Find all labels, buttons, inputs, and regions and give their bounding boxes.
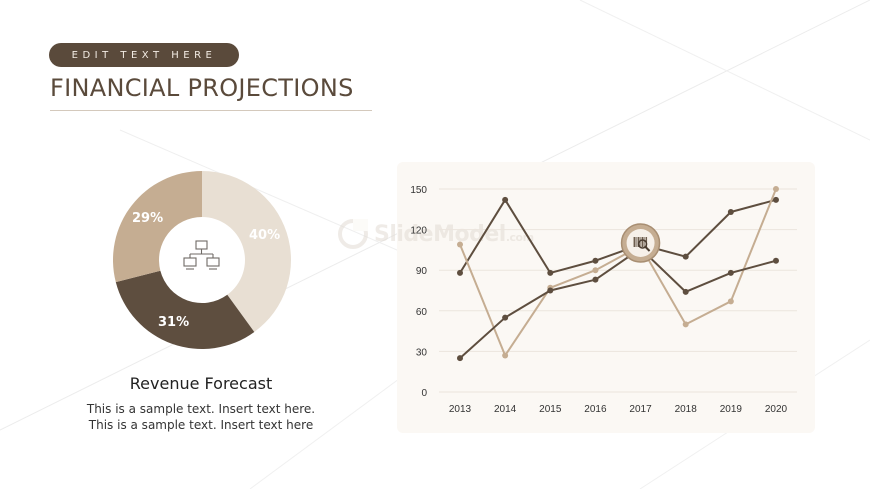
title-divider <box>50 110 372 111</box>
x-tick-label: 2018 <box>675 404 698 415</box>
x-tick-label: 2019 <box>720 404 743 415</box>
x-tick-label: 2020 <box>765 404 788 415</box>
series-line-2 <box>459 188 777 357</box>
series-2-point <box>772 186 779 192</box>
donut-label-31: 31% <box>158 315 190 330</box>
donut-label-29: 29% <box>132 211 164 226</box>
donut-label-40: 40% <box>249 228 281 243</box>
series-1-point <box>772 196 779 203</box>
series-2-point <box>502 352 509 359</box>
caption-line-1: This is a sample text. Insert text here. <box>86 402 316 416</box>
donut-svg <box>113 171 291 349</box>
series-1-point <box>682 253 689 260</box>
x-tick-label: 2013 <box>449 404 472 415</box>
series-3-point <box>457 355 463 362</box>
x-tick-label: 2016 <box>584 404 607 415</box>
series-3-point <box>502 314 509 321</box>
series-3-point <box>727 269 734 276</box>
network-hierarchy-icon <box>183 240 220 270</box>
series-line-3 <box>459 247 777 359</box>
page-title: FINANCIAL PROJECTIONS <box>50 74 354 102</box>
series-2-point <box>592 267 599 274</box>
line-chart: 0 30 60 90 120 150 2013 2014 2015 2016 2017 2018 201… <box>410 185 797 415</box>
series-1-point <box>547 269 554 276</box>
series-2-point <box>682 321 689 328</box>
y-tick-label: 0 <box>421 388 427 399</box>
y-tick-label: 150 <box>410 185 427 196</box>
series-1-point <box>457 269 463 276</box>
series-line-1 <box>459 198 777 274</box>
donut-segment-40 <box>202 171 291 333</box>
donut-segment-29 <box>113 171 202 283</box>
edit-text-tag[interactable]: EDIT TEXT HERE <box>49 43 239 67</box>
barcode-search-icon <box>620 223 661 263</box>
x-tick-label: 2015 <box>539 404 562 415</box>
series-3-point <box>547 287 554 294</box>
series-3-point <box>682 288 689 295</box>
y-tick-label: 90 <box>416 266 428 277</box>
y-tick-label: 60 <box>416 307 428 318</box>
donut-chart: 40% 31% 29% <box>110 168 294 352</box>
series-1-point <box>592 257 599 264</box>
series-3-point <box>772 257 779 264</box>
series-1-point <box>502 196 509 203</box>
x-tick-label: 2017 <box>629 404 652 415</box>
x-tick-label: 2014 <box>494 404 517 415</box>
caption-title: Revenue Forecast <box>129 374 273 393</box>
donut-segment-31 <box>115 270 255 349</box>
y-tick-label: 30 <box>416 347 428 358</box>
series-2-point <box>457 241 463 248</box>
caption-line-2: This is a sample text. Insert text here <box>88 418 314 432</box>
series-2-point <box>727 298 734 305</box>
series-3-point <box>592 276 599 283</box>
edit-text-tag-label: EDIT TEXT HERE <box>71 49 217 61</box>
y-tick-label: 120 <box>410 226 427 237</box>
series-1-point <box>727 209 734 216</box>
watermark-logo-icon <box>338 219 368 249</box>
